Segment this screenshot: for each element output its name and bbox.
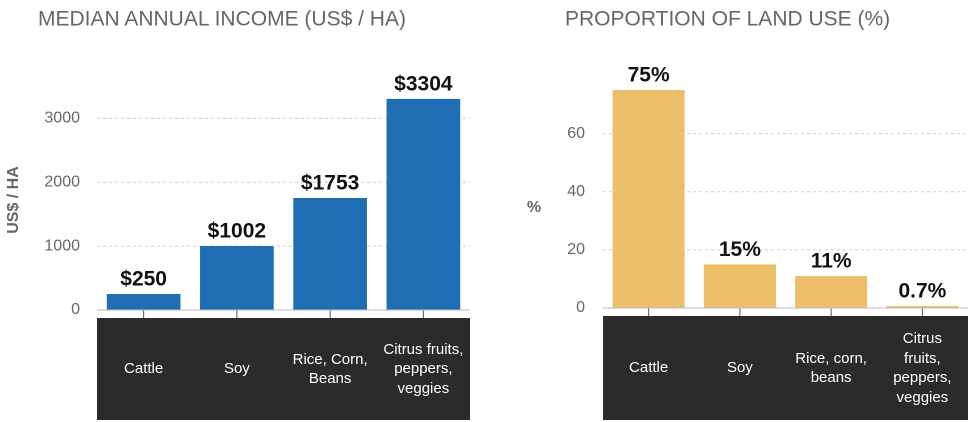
x-tick-label: Cattle — [629, 359, 669, 377]
x-tick-label-box: Rice, corn, beans — [795, 349, 867, 387]
x-tick-label: Rice, corn, beans — [795, 349, 867, 387]
x-tick-label: Rice, Corn, Beans — [292, 350, 368, 388]
bar — [106, 294, 181, 310]
bar — [703, 264, 776, 308]
bar — [795, 276, 868, 308]
y-axis-label: % — [527, 199, 541, 216]
value-label: $3304 — [394, 72, 453, 95]
value-label: 0.7% — [898, 280, 946, 303]
x-tick-label: Soy — [726, 359, 753, 377]
bar — [886, 305, 959, 308]
x-tick-label: Cattle — [124, 360, 164, 378]
category-band — [603, 316, 968, 420]
x-tick-label: Citrus fruits, peppers, veggies — [383, 340, 464, 397]
value-label: $1002 — [208, 220, 266, 243]
y-tick-label: 0 — [71, 301, 80, 318]
value-label: 11% — [811, 250, 852, 273]
value-label: $250 — [120, 268, 167, 291]
y-tick-label: 2000 — [44, 173, 80, 190]
value-label: $1753 — [301, 172, 359, 195]
x-tick-label-box: Soy — [223, 360, 250, 378]
y-tick-label: 40 — [567, 183, 585, 200]
y-tick-label: 20 — [567, 241, 585, 258]
y-tick-label: 0 — [576, 299, 585, 316]
value-label: 15% — [719, 238, 761, 261]
category-band — [97, 318, 470, 420]
bar — [386, 98, 461, 311]
x-tick-label-box: Citrus fruits, peppers, veggies — [893, 330, 952, 406]
y-axis-label: US$ / HA — [5, 166, 22, 234]
y-tick-label: 60 — [567, 125, 585, 142]
y-tick-label: 3000 — [44, 110, 80, 127]
bar — [200, 245, 274, 310]
value-label: 75% — [628, 64, 670, 87]
x-tick-label: Citrus fruits, peppers, veggies — [893, 330, 952, 406]
x-tick-label-box: Cattle — [629, 359, 669, 377]
bar — [612, 90, 685, 308]
chart-title: MEDIAN ANNUAL INCOME (US$ / HA) — [38, 8, 406, 31]
y-tick-label: 1000 — [44, 237, 80, 254]
x-tick-label-box: Citrus fruits, peppers, veggies — [383, 340, 464, 397]
bar — [293, 198, 367, 310]
chart-title: PROPORTION OF LAND USE (%) — [565, 8, 890, 31]
x-tick-label: Soy — [223, 360, 250, 378]
x-tick-label-box: Soy — [726, 359, 753, 377]
x-tick-label-box: Cattle — [124, 360, 164, 378]
x-tick-label-box: Rice, Corn, Beans — [292, 350, 368, 388]
